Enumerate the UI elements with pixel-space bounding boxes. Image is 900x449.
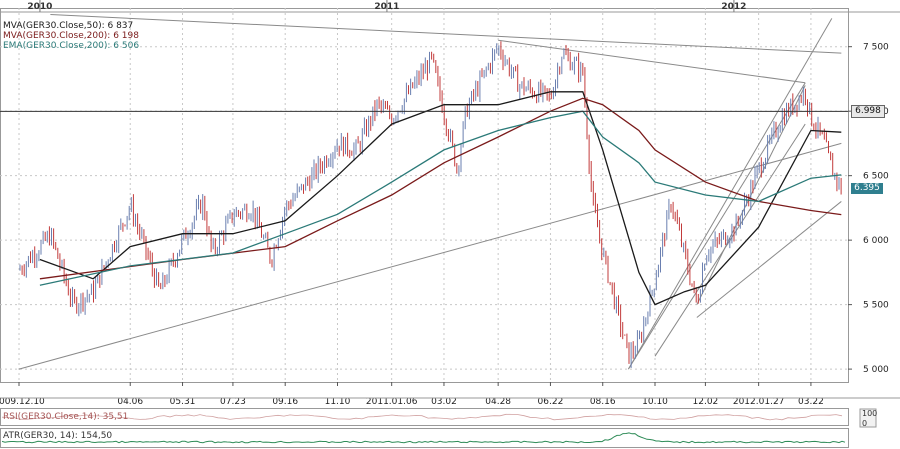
x-tick-label: 12.02 <box>693 397 719 407</box>
x-tick-label: 07.23 <box>220 397 246 407</box>
legend-ma50: MVA(GER30.Close,50): 6 837 <box>3 21 134 31</box>
year-label: 2011 <box>374 2 399 12</box>
x-tick-label: 2009.12.10 <box>0 397 45 407</box>
x-tick-label: 08.16 <box>590 397 616 407</box>
year-label: 2010 <box>27 2 52 12</box>
last-price-badge: 6.395 <box>851 183 883 195</box>
rsi-scale-box <box>859 408 877 428</box>
x-tick-label: 2011.01.06 <box>366 397 418 407</box>
atr-panel <box>0 428 849 448</box>
atr-label: ATR(GER30, 14): 154,50 <box>3 431 113 441</box>
x-tick-label: 09.16 <box>272 397 298 407</box>
y-tick-label: 5 000 <box>863 365 889 375</box>
trendline <box>498 39 806 84</box>
x-tick-label: 11.10 <box>325 397 351 407</box>
trendline <box>50 13 842 54</box>
legend-ma200: MVA(GER30.Close,200): 6 198 <box>3 31 139 41</box>
x-tick-label: 03.22 <box>798 397 824 407</box>
x-tick-label: 2012.01.27 <box>733 397 785 407</box>
x-tick-label: 04.06 <box>117 397 143 407</box>
trendline <box>696 201 842 318</box>
x-tick-label: 05.31 <box>170 397 196 407</box>
reference-price-badge: 6.998 <box>851 105 885 119</box>
rsi-scale-bottom: 0 <box>862 419 868 428</box>
y-tick-label: 7 500 <box>863 43 889 53</box>
y-tick-label: 6 000 <box>863 236 889 246</box>
x-tick-label: 10.10 <box>642 397 668 407</box>
moving-average-line <box>39 110 842 286</box>
trendline <box>627 18 833 370</box>
moving-average-line <box>39 91 842 306</box>
legend-ema200: EMA(GER30.Close,200): 6 506 <box>3 41 140 51</box>
x-tick-label: 06.22 <box>538 397 564 407</box>
year-label: 2012 <box>721 2 746 12</box>
x-tick-label: 04.28 <box>485 397 511 407</box>
rsi-label: RSI(GER30.Close,14): 35,51 <box>3 412 129 422</box>
price-bars <box>19 41 842 368</box>
moving-average-lines <box>39 91 842 306</box>
y-tick-label: 5 500 <box>863 301 889 311</box>
x-tick-label: 03.02 <box>431 397 457 407</box>
atr-line <box>1 432 846 444</box>
time-axis: 2009.12.10 04.06 05.31 07.23 09.16 11.10 2011.… <box>0 0 824 407</box>
legend: MVA(GER30.Close,50): 6 837 MVA(GER30.Clo… <box>3 21 139 51</box>
rsi-panel <box>0 408 849 426</box>
rsi-line <box>1 413 843 421</box>
indicator-panels <box>0 397 900 448</box>
plot-frame <box>0 8 849 383</box>
y-tick-label: 6 500 <box>863 172 889 182</box>
rsi-scale-top: 100 <box>862 409 878 418</box>
moving-average-line <box>39 97 842 280</box>
